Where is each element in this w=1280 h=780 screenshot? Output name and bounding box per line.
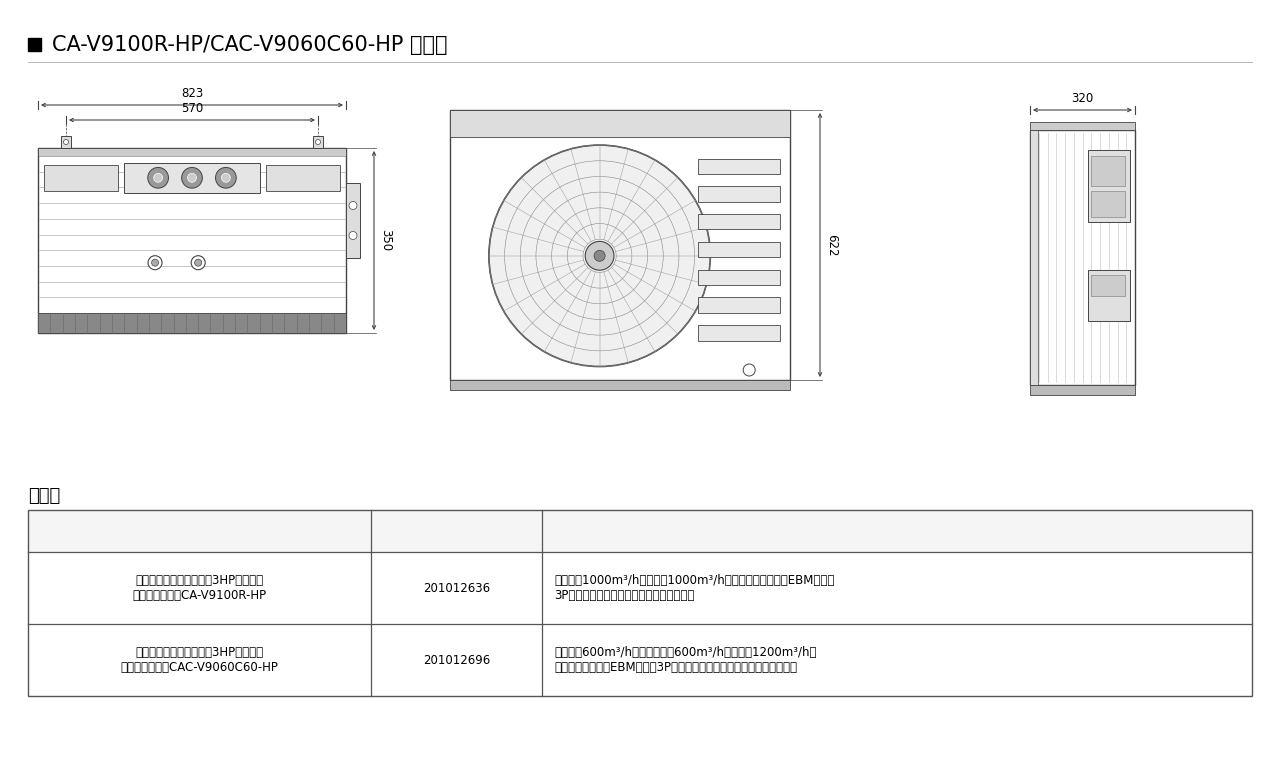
Bar [38, 313, 346, 333]
Text: 3P室外机，分体式柜机，多功能一体式机组: 3P室外机，分体式柜机，多功能一体式机组 [554, 589, 695, 602]
Bar [1091, 275, 1125, 296]
Bar [266, 165, 340, 190]
Text: 201012636: 201012636 [422, 582, 490, 594]
Text: 物料号: 物料号 [444, 524, 468, 537]
Bar [698, 270, 780, 285]
Circle shape [221, 173, 230, 183]
Circle shape [594, 250, 605, 261]
Bar [1088, 270, 1130, 321]
Text: 320: 320 [1071, 92, 1093, 105]
Circle shape [191, 256, 205, 270]
Circle shape [349, 232, 357, 239]
Text: 产品型号: 产品型号 [183, 524, 215, 537]
Bar [314, 136, 323, 148]
Text: CA-V9100R-HP/CAC-V9060C60-HP 室外机: CA-V9100R-HP/CAC-V9060C60-HP 室外机 [52, 35, 448, 55]
Bar [698, 242, 780, 257]
Bar [451, 110, 790, 137]
Circle shape [64, 140, 69, 144]
Text: 主机、连接管）CAC-V9060C60-HP: 主机、连接管）CAC-V9060C60-HP [120, 661, 278, 674]
Bar [1091, 155, 1125, 186]
Bar [698, 215, 780, 229]
Circle shape [148, 256, 163, 270]
Bar [28, 510, 1252, 552]
Text: 康舒安全热一体新风机（3HP室外机、: 康舒安全热一体新风机（3HP室外机、 [136, 574, 264, 587]
Bar [698, 158, 780, 174]
Bar [1030, 130, 1038, 385]
Bar [346, 183, 360, 258]
Bar [698, 297, 780, 313]
Bar [451, 380, 790, 390]
Circle shape [182, 168, 202, 188]
Text: 康舒安全热一体新风机（3HP室外机、: 康舒安全热一体新风机（3HP室外机、 [136, 646, 264, 659]
Circle shape [154, 173, 163, 183]
Circle shape [744, 364, 755, 376]
Bar [1088, 151, 1130, 222]
Text: 350: 350 [379, 229, 392, 252]
Circle shape [195, 259, 202, 266]
Bar [44, 165, 118, 190]
Text: 201012696: 201012696 [422, 654, 490, 666]
Text: 康舒膜逆流机芯，EBM风机，3P室外机，分体式柜机，多功能一体式机组: 康舒膜逆流机芯，EBM风机，3P室外机，分体式柜机，多功能一体式机组 [554, 661, 797, 674]
Text: 570: 570 [180, 102, 204, 115]
Bar [28, 38, 41, 51]
Bar [1091, 191, 1125, 217]
Bar [1030, 385, 1135, 395]
Circle shape [215, 168, 237, 188]
Circle shape [585, 241, 614, 270]
Text: 新风风量600m³/h，内循环风量600m³/h，送风量1200m³/h，: 新风风量600m³/h，内循环风量600m³/h，送风量1200m³/h， [554, 646, 817, 659]
Text: 622: 622 [826, 234, 838, 257]
Circle shape [315, 140, 320, 144]
Text: 主机、连接管）CA-V9100R-HP: 主机、连接管）CA-V9100R-HP [132, 589, 266, 602]
Text: 产品描述: 产品描述 [881, 524, 913, 537]
Circle shape [349, 201, 357, 210]
Bar [451, 110, 790, 380]
Bar [38, 148, 346, 156]
Circle shape [147, 168, 169, 188]
Bar [38, 148, 346, 333]
Text: 物料号: 物料号 [28, 487, 60, 505]
Bar [28, 510, 1252, 696]
Circle shape [489, 145, 710, 367]
Bar [61, 136, 70, 148]
Bar [698, 186, 780, 202]
Text: 823: 823 [180, 87, 204, 100]
Bar [1030, 122, 1135, 130]
Bar [1030, 130, 1135, 385]
Circle shape [188, 173, 196, 183]
Text: 新风风量1000m³/h，送风量1000m³/h，康舒膜逆流机芯，EBM风机，: 新风风量1000m³/h，送风量1000m³/h，康舒膜逆流机芯，EBM风机， [554, 574, 835, 587]
Bar [698, 325, 780, 341]
Circle shape [151, 259, 159, 266]
Bar [124, 163, 260, 193]
